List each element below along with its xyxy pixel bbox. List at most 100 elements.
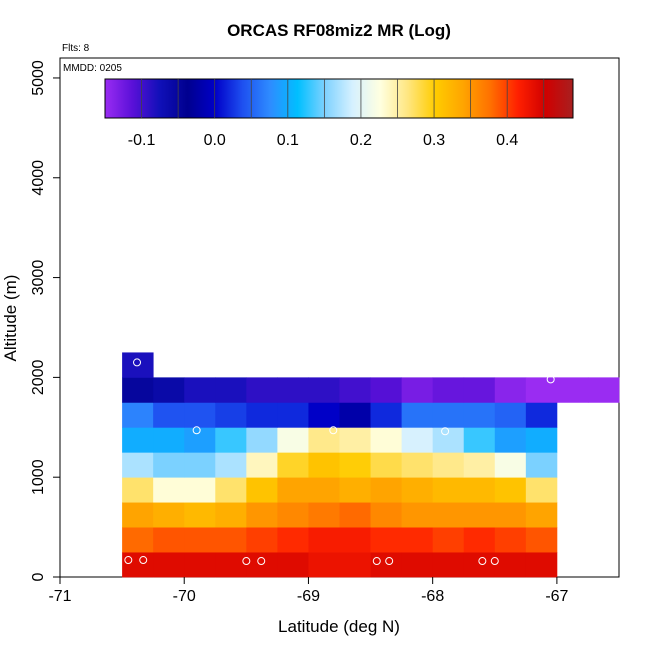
heatmap-cell — [153, 477, 185, 503]
heatmap-cell — [401, 402, 434, 428]
x-tick-label: -68 — [421, 588, 444, 605]
heatmap-cell — [277, 427, 309, 453]
heatmap-cell — [184, 502, 216, 528]
heatmap-cell — [153, 402, 185, 428]
heatmap-cell — [153, 427, 185, 453]
sample-marker — [257, 557, 266, 566]
heatmap-cell — [494, 477, 527, 503]
flights-count-label: Flts: 8 — [62, 43, 90, 54]
heatmap-cell — [308, 477, 340, 503]
colorbar-tick-label: 0.3 — [423, 132, 445, 149]
sample-marker — [124, 556, 133, 565]
heatmap-cell — [370, 377, 403, 403]
heatmap-cell — [525, 377, 558, 403]
heatmap-cell — [401, 477, 434, 503]
heatmap-cell — [339, 552, 371, 578]
colorbar-tick-label: 0.1 — [277, 132, 299, 149]
heatmap-cell — [494, 552, 527, 578]
x-tick-label: -71 — [48, 588, 71, 605]
heatmap-cell — [308, 552, 340, 578]
heatmap-cell — [525, 452, 558, 478]
heatmap-cell — [184, 452, 216, 478]
heatmap-cell — [339, 377, 371, 403]
heatmap-cell — [339, 452, 371, 478]
heatmap-cell — [525, 477, 558, 503]
x-tick-label: -69 — [297, 588, 320, 605]
y-axis: 0 1000 2000 3000 4000 5000 — [30, 60, 60, 581]
heatmap-cell — [432, 502, 465, 528]
heatmap-cell — [339, 527, 371, 553]
colorbar-tick-label: -0.1 — [128, 132, 156, 149]
heatmap-cell — [432, 552, 465, 578]
heatmap-cell — [525, 527, 558, 553]
heatmap-cell — [370, 527, 403, 553]
heatmap-cell — [122, 377, 154, 403]
mmdd-label: MMDD: 0205 — [63, 63, 122, 74]
sample-marker — [329, 426, 338, 435]
heatmap-cell — [246, 427, 278, 453]
heatmap-cell — [277, 402, 309, 428]
heatmap-cell — [494, 402, 527, 428]
y-tick-label: 0 — [30, 572, 47, 581]
heatmap-cell — [184, 402, 216, 428]
x-axis: -71 -70 -69 -68 -67 — [48, 577, 569, 605]
heatmap-cell — [153, 502, 185, 528]
heatmap-cell — [370, 452, 403, 478]
sample-marker — [441, 427, 450, 436]
heatmap-cell — [339, 427, 371, 453]
y-tick-label: 5000 — [30, 60, 47, 96]
y-axis-label: Altitude (m) — [1, 275, 20, 362]
x-tick-label: -67 — [545, 588, 568, 605]
heatmap-cell — [153, 552, 185, 578]
heatmap-cell — [432, 527, 465, 553]
heatmap-cell — [401, 377, 434, 403]
heatmap-cell — [525, 502, 558, 528]
colorbar-ramp — [104, 78, 574, 119]
heatmap-cell — [246, 527, 278, 553]
heatmap-cell — [401, 552, 434, 578]
heatmap-cell — [184, 527, 216, 553]
heatmap-cell — [215, 427, 247, 453]
heatmap-cell — [401, 427, 434, 453]
sample-markers — [124, 358, 555, 566]
heatmap-cell — [370, 402, 403, 428]
heatmap-cell — [463, 527, 496, 553]
heatmap-cell — [153, 377, 185, 403]
heatmap-cell — [308, 502, 340, 528]
heatmap-cell — [246, 477, 278, 503]
sample-marker — [133, 358, 142, 367]
heatmap-cell — [463, 402, 496, 428]
heatmap-cell — [401, 452, 434, 478]
heatmap-cell — [184, 477, 216, 503]
heatmap-cell — [246, 502, 278, 528]
heatmap-cell — [494, 452, 527, 478]
heatmap-cell — [308, 452, 340, 478]
sample-marker — [372, 557, 381, 566]
heatmap-cell — [277, 452, 309, 478]
heatmap-cell — [525, 427, 558, 453]
y-tick-label: 1000 — [30, 459, 47, 495]
heatmap-cell — [494, 502, 527, 528]
x-tick-label: -70 — [173, 588, 196, 605]
heatmap-cell — [494, 377, 527, 403]
sample-marker — [242, 557, 251, 566]
heatmap-cell — [122, 552, 154, 578]
heatmap-cell — [122, 477, 154, 503]
heatmap-cell — [525, 552, 558, 578]
chart-title: ORCAS RF08miz2 MR (Log) — [227, 21, 451, 40]
heatmap-cell — [153, 527, 185, 553]
heatmap-cell — [277, 527, 309, 553]
heatmap-cell — [339, 402, 371, 428]
heatmap-cell — [432, 377, 465, 403]
heatmap-cell — [184, 377, 216, 403]
heatmap-cell — [525, 402, 558, 428]
heatmap-cell — [122, 427, 154, 453]
heatmap-cell — [370, 427, 403, 453]
heatmap-cell — [215, 552, 247, 578]
heatmap-cell — [587, 377, 620, 403]
heatmap-cell — [122, 527, 154, 553]
colorbar-tick-label: 0.4 — [496, 132, 518, 149]
heatmap-cell — [246, 402, 278, 428]
heatmap-cell — [308, 527, 340, 553]
heatmap-cell — [277, 477, 309, 503]
